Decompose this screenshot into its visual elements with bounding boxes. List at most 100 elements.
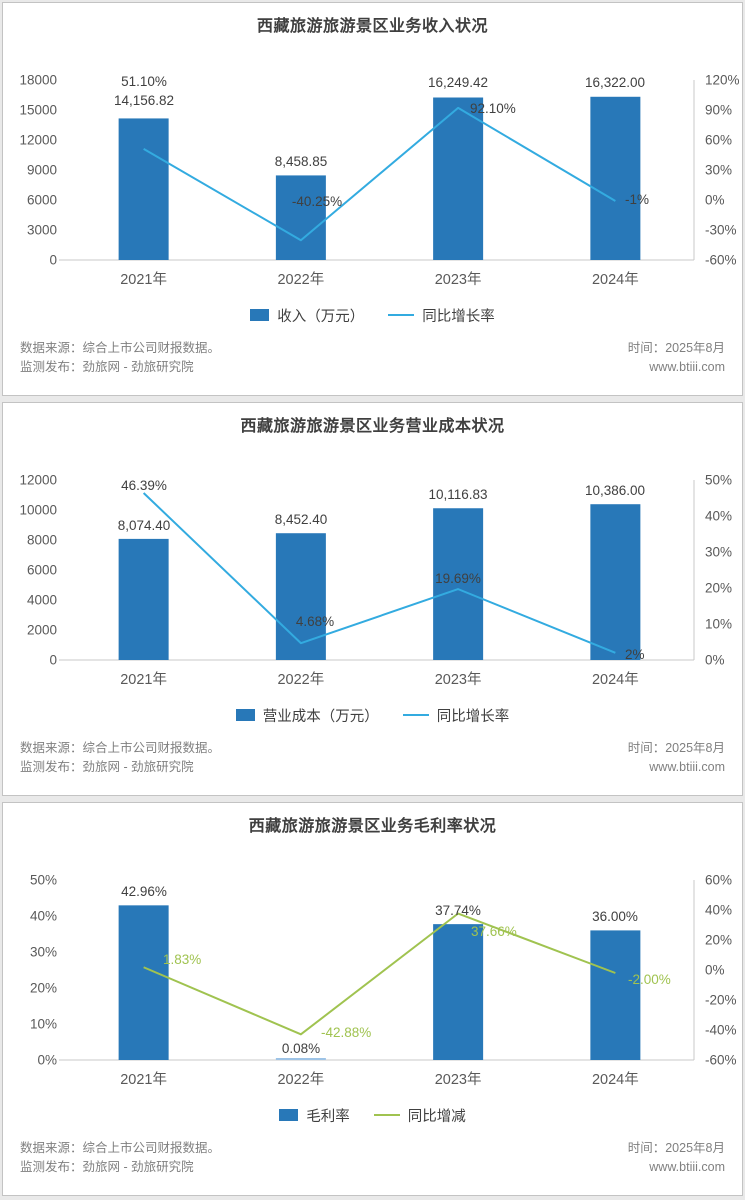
line-legend-label: 同比增长率 xyxy=(422,308,495,325)
right-axis-tick: 0% xyxy=(705,653,725,668)
chart-cost: 12000 10000 8000 6000 4000 2000 0 50% 40% 30% 20% 1… xyxy=(3,465,742,693)
right-axis-tick: -60% xyxy=(705,1053,737,1068)
right-axis-tick: 60% xyxy=(705,133,732,148)
category-label: 2024年 xyxy=(592,671,639,688)
right-axis-tick: 0% xyxy=(705,963,725,978)
website-text: www.btiii.com xyxy=(649,360,725,374)
line-legend-swatch xyxy=(402,714,429,716)
line-data-label: 37.66% xyxy=(471,924,517,939)
right-axis-tick: -60% xyxy=(705,253,737,268)
bar-legend-swatch xyxy=(250,309,270,321)
legend: 毛利率 同比增减 xyxy=(3,1105,742,1125)
bar-data-label: 14,156.82 xyxy=(114,93,174,108)
bar-data-label: 16,322.00 xyxy=(585,75,645,90)
data-source-text: 数据来源：综合上市公司财报数据。 xyxy=(20,741,221,755)
category-label: 2021年 xyxy=(120,671,167,688)
right-axis-tick: 40% xyxy=(705,509,732,524)
bar-data-label: 8,452.40 xyxy=(275,512,328,527)
legend: 营业成本（万元） 同比增长率 xyxy=(3,705,742,725)
right-axis-tick: 0% xyxy=(705,193,725,208)
right-axis-tick: 40% xyxy=(705,903,732,918)
report-time-text: 时间：2025年8月 xyxy=(627,1141,725,1155)
line-data-label: -2.00% xyxy=(628,972,671,987)
line-data-label: -42.88% xyxy=(321,1025,371,1040)
right-axis-tick: -40% xyxy=(705,1023,737,1038)
publisher-text: 监测发布：劲旅网 - 劲旅研究院 xyxy=(20,760,194,774)
category-label: 2023年 xyxy=(435,1071,482,1088)
chart-revenue: 18000 15000 12000 9000 6000 3000 0 120% 90% 60% 30… xyxy=(3,65,742,293)
growth-line xyxy=(142,492,616,654)
report-time-text: 时间：2025年8月 xyxy=(627,741,725,755)
panel-footer: 数据来源：综合上市公司财报数据。 监测发布：劲旅网 - 劲旅研究院 时间：202… xyxy=(3,339,742,377)
bar-data-label: 16,249.42 xyxy=(428,75,488,90)
line-data-label: 19.69% xyxy=(435,571,481,586)
category-label: 2021年 xyxy=(120,271,167,288)
bar-2024年 xyxy=(590,930,641,1060)
line-data-label: 4.68% xyxy=(296,614,334,629)
line-legend-label: 同比增长率 xyxy=(436,708,510,725)
left-axis-tick: 40% xyxy=(30,909,57,924)
line-data-label: 46.39% xyxy=(121,478,167,493)
line-data-label: 1.83% xyxy=(163,952,201,967)
right-axis-tick: 10% xyxy=(705,617,732,632)
left-axis-tick: 10000 xyxy=(19,503,57,518)
cost-chart-svg: 12000 10000 8000 6000 4000 2000 0 50% 40% 30% 20% 1… xyxy=(19,473,732,689)
bar-data-label: 10,116.83 xyxy=(428,487,487,502)
panel-footer: 数据来源：综合上市公司财报数据。 监测发布：劲旅网 - 劲旅研究院 时间：202… xyxy=(3,739,742,777)
category-label: 2022年 xyxy=(277,671,324,688)
left-axis-tick: 0 xyxy=(49,253,57,268)
right-axis-tick: 30% xyxy=(705,163,732,178)
website-text: www.btiii.com xyxy=(649,760,725,774)
left-axis-tick: 8000 xyxy=(27,533,57,548)
bar-2021年 xyxy=(118,905,169,1060)
bar-data-label: 37.74% xyxy=(435,903,481,918)
category-label: 2023年 xyxy=(435,271,482,288)
page-title: 西藏旅游旅游景区业务营业成本状况 xyxy=(240,418,505,435)
footer-source-block: 数据来源：综合上市公司财报数据。 监测发布：劲旅网 - 劲旅研究院 xyxy=(20,1139,220,1177)
margin-chart-svg: 50% 40% 30% 20% 10% 0% 60% 40% 20% 0% -20% -40% -60%… xyxy=(30,873,737,1089)
website-text: www.btiii.com xyxy=(649,1160,725,1174)
left-axis-tick: 15000 xyxy=(19,103,57,118)
panel-revenue: 西藏旅游旅游景区业务收入状况 18000 15000 12000 9000 6000 30… xyxy=(2,2,743,396)
footer-source-block: 数据来源：综合上市公司财报数据。 监测发布：劲旅网 - 劲旅研究院 xyxy=(20,339,220,377)
category-label: 2022年 xyxy=(277,271,324,288)
left-axis-tick: 3000 xyxy=(27,223,57,238)
bar-legend-label: 营业成本（万元） xyxy=(262,708,379,725)
line-data-label: 51.10% xyxy=(121,74,167,89)
left-axis-tick: 4000 xyxy=(27,593,57,608)
report-time-text: 时间：2025年8月 xyxy=(627,341,725,355)
left-axis-tick: 12000 xyxy=(19,133,57,148)
left-axis-tick: 6000 xyxy=(27,193,57,208)
page-title: 西藏旅游旅游景区业务收入状况 xyxy=(256,18,488,35)
bar-legend-swatch xyxy=(279,1109,299,1121)
right-axis-tick: -20% xyxy=(705,993,737,1008)
page-title: 西藏旅游旅游景区业务毛利率状况 xyxy=(248,818,497,835)
panel-footer: 数据来源：综合上市公司财报数据。 监测发布：劲旅网 - 劲旅研究院 时间：202… xyxy=(3,1139,742,1177)
left-axis-tick: 30% xyxy=(30,945,57,960)
left-axis-tick: 18000 xyxy=(19,73,57,88)
bar-2023年 xyxy=(433,97,484,260)
data-source-text: 数据来源：综合上市公司财报数据。 xyxy=(20,341,221,355)
growth-line xyxy=(143,912,616,1036)
left-axis-tick: 9000 xyxy=(27,163,57,178)
bar-2021年 xyxy=(118,538,169,660)
right-axis-tick: 60% xyxy=(705,873,732,888)
chart-margin: 50% 40% 30% 20% 10% 0% 60% 40% 20% 0% -20% -40% -60%… xyxy=(3,865,742,1093)
right-axis-tick: 30% xyxy=(705,545,732,560)
line-legend-label: 同比增减 xyxy=(407,1108,466,1125)
publisher-text: 监测发布：劲旅网 - 劲旅研究院 xyxy=(20,1160,194,1174)
right-axis-tick: 90% xyxy=(705,103,732,118)
bar-2022年 xyxy=(275,1058,326,1060)
bar-2024年 xyxy=(590,504,641,660)
category-label: 2022年 xyxy=(277,1071,324,1088)
left-axis-tick: 10% xyxy=(30,1017,57,1032)
right-axis-tick: 120% xyxy=(705,73,740,88)
left-axis-tick: 20% xyxy=(30,981,57,996)
line-data-label: -1% xyxy=(625,192,649,207)
revenue-chart-svg: 18000 15000 12000 9000 6000 3000 0 120% 90% 60% 30… xyxy=(19,73,740,289)
bar-data-label: 42.96% xyxy=(121,884,167,899)
publisher-text: 监测发布：劲旅网 - 劲旅研究院 xyxy=(20,360,194,374)
bar-data-label: 8,458.85 xyxy=(275,154,328,169)
legend: 收入（万元） 同比增长率 xyxy=(3,305,742,325)
category-label: 2024年 xyxy=(592,1071,639,1088)
